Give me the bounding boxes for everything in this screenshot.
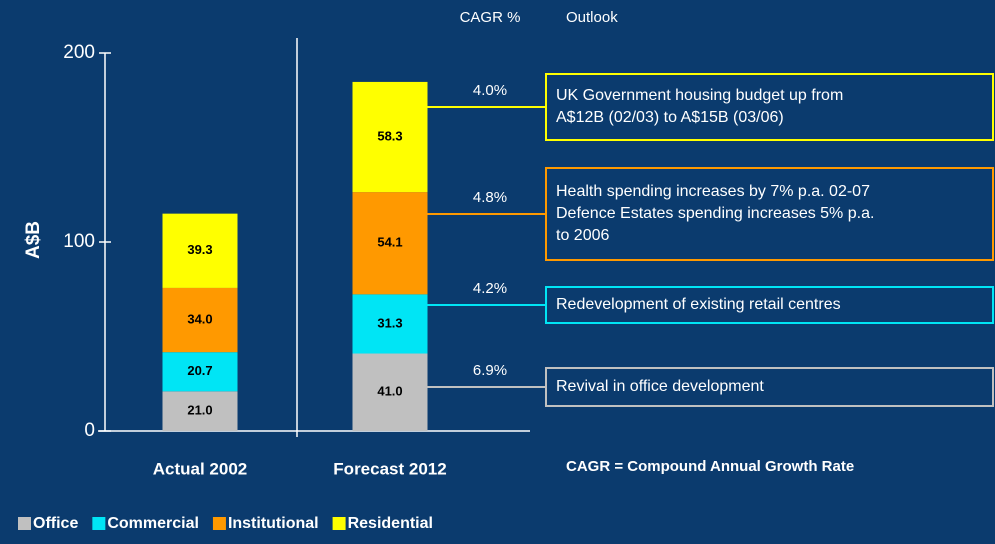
bar-segment	[352, 81, 428, 193]
value-label: 31.3	[377, 315, 402, 330]
bar-segment	[162, 213, 238, 288]
legend-swatch	[18, 517, 31, 530]
x-tick-label: Actual 2002	[153, 459, 248, 478]
cagr-label: 6.9%	[473, 362, 507, 379]
bar-segment	[352, 192, 428, 295]
value-label: 58.3	[377, 128, 402, 143]
legend-swatch	[332, 517, 346, 530]
legend-swatch	[212, 517, 226, 530]
outlook-text: UK Government housing budget up from	[556, 87, 843, 104]
outlook-box	[545, 286, 994, 324]
outlook-box	[545, 367, 994, 407]
footnote: CAGR = Compound Annual Growth Rate	[566, 458, 854, 475]
outlook-text: Revival in office development	[556, 378, 764, 395]
value-label: 41.0	[377, 384, 402, 399]
value-label: 39.3	[187, 242, 212, 257]
y-tick-label: 200	[63, 42, 95, 63]
cagr-label: 4.8%	[473, 189, 507, 206]
bar-segment	[352, 294, 428, 354]
bar-segment	[162, 352, 238, 392]
legend-label: Institutional	[228, 515, 319, 532]
value-label: 54.1	[377, 235, 402, 250]
legend-swatch	[92, 517, 106, 530]
outlook-text: A$12B (02/03) to A$15B (03/06)	[556, 109, 784, 126]
value-label: 21.0	[187, 403, 212, 418]
cagr-label: 4.0%	[473, 82, 507, 99]
outlook-text: to 2006	[556, 227, 609, 244]
bar-segment	[162, 287, 238, 353]
bar-segment	[352, 353, 428, 431]
y-axis-label: A$B	[23, 221, 44, 259]
outlook-text: Defence Estates spending increases 5% p.…	[556, 205, 874, 222]
outlook-text: Redevelopment of existing retail centres	[556, 296, 841, 313]
outlook-box	[545, 73, 994, 141]
y-tick-label: 100	[63, 231, 95, 252]
y-tick-label: 0	[84, 420, 95, 441]
outlook-box	[545, 167, 994, 261]
cagr-label: 4.2%	[473, 280, 507, 297]
legend-label: Office	[33, 515, 78, 532]
bar-segment	[162, 391, 238, 431]
legend-label: Residential	[348, 515, 433, 532]
value-label: 20.7	[187, 363, 212, 378]
value-label: 34.0	[187, 311, 212, 326]
outlook-header: Outlook	[566, 9, 618, 26]
outlook-text: Health spending increases by 7% p.a. 02-…	[556, 183, 870, 200]
legend-label: Commercial	[107, 515, 199, 532]
x-tick-label: Forecast 2012	[333, 459, 446, 478]
cagr-header: CAGR %	[460, 9, 521, 26]
